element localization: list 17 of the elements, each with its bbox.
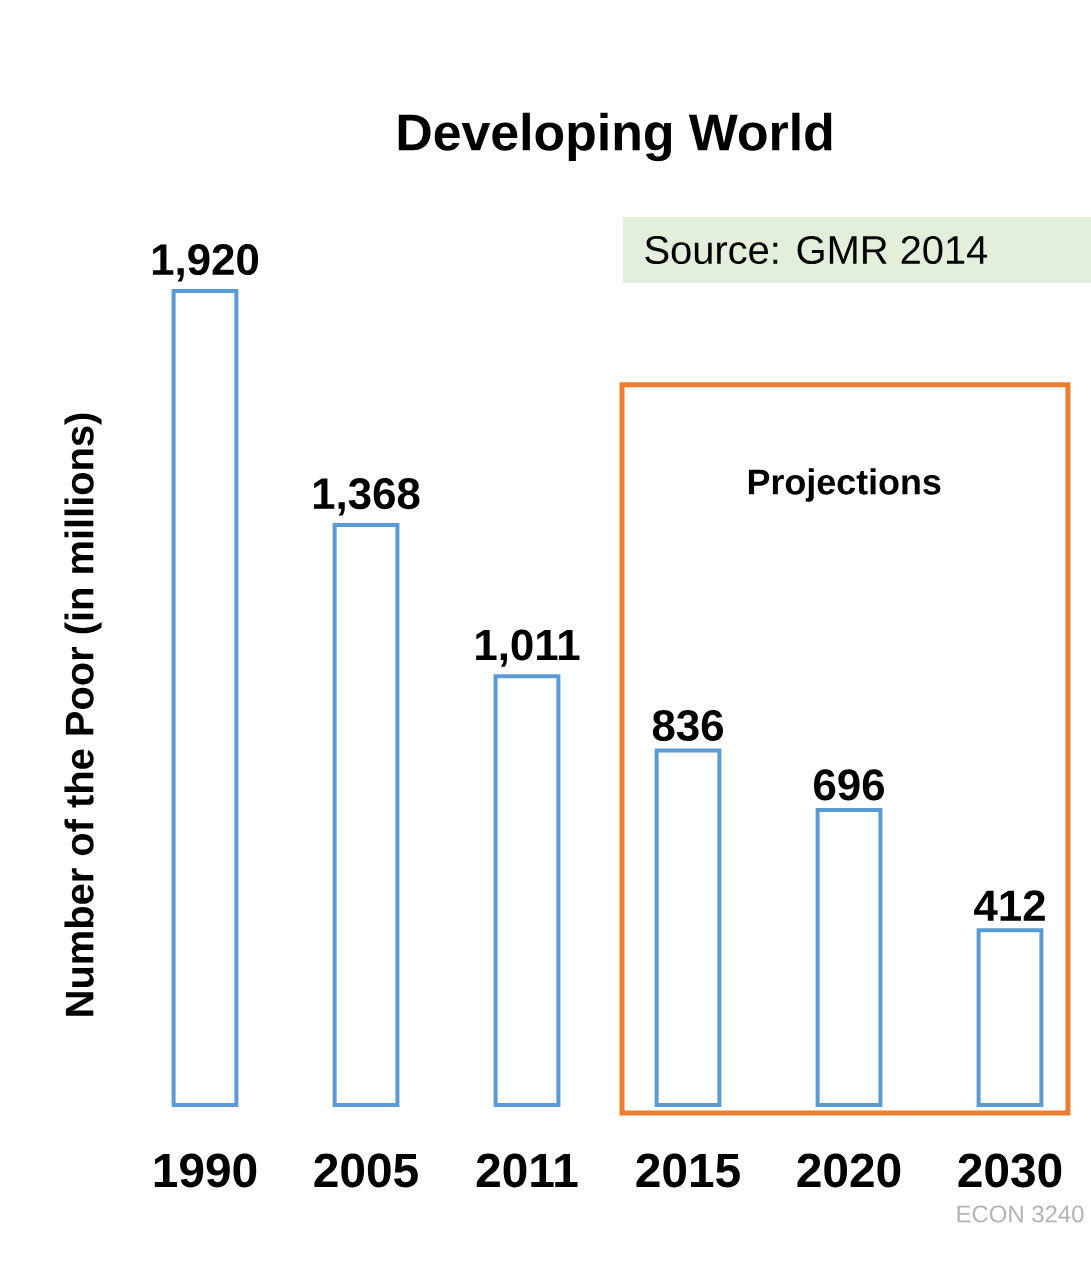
x-tick-label: 2020 (797, 1153, 901, 1188)
x-tick-label: 2011 (476, 1153, 578, 1188)
chart-title: Developing World (398, 112, 832, 162)
x-tick-label: 2005 (314, 1153, 418, 1188)
source-note: Source: GMR 2014 (645, 235, 988, 265)
text: ECON 3240 (957, 1205, 1084, 1223)
x-tick-label: 2015 (636, 1153, 740, 1188)
x-tick-label: 1990 (154, 1153, 257, 1188)
data-label: 1,920 (152, 244, 259, 282)
data-label: 1,368 (313, 478, 420, 516)
band-label: Projections (748, 468, 941, 502)
data-label: 696 (814, 769, 884, 801)
x-tick-label: 2030 (958, 1153, 1062, 1188)
data-label: 1,011 (476, 629, 580, 667)
data-label: 836 (652, 709, 723, 742)
data-label: 412 (974, 890, 1045, 921)
y-axis-title: Number of the Poor (in millions) (64, 413, 102, 1016)
